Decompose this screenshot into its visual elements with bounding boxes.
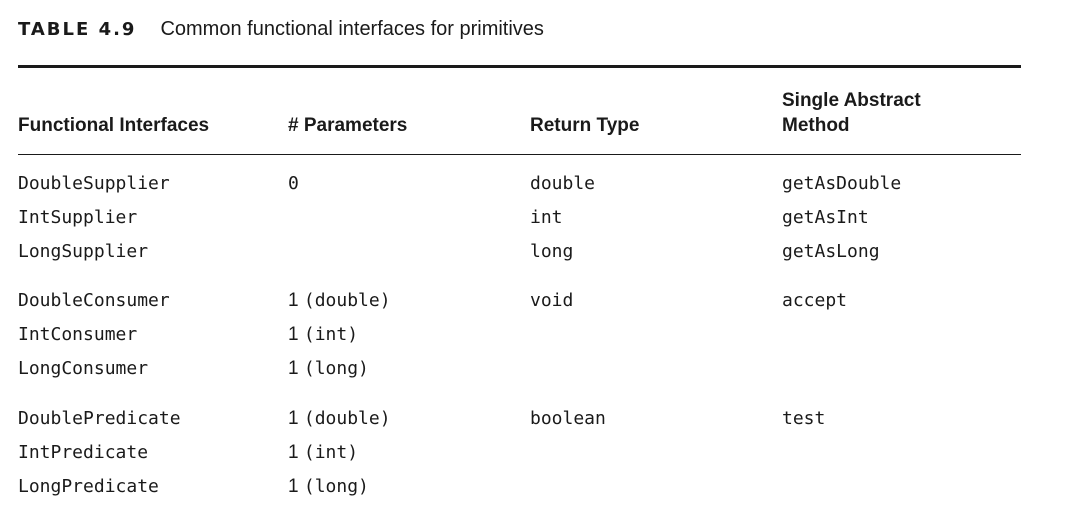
table-cell-interface: DoublePredicate [18,408,181,429]
param-type: (int) [303,442,359,463]
table-cell-method: getAsInt [782,207,869,228]
table-cell-method: getAsDouble [782,173,902,194]
table-cell-parameters: 1 (int) [288,318,358,352]
param-type: (long) [303,358,369,379]
param-type: (double) [303,408,391,429]
table-cell-return-type: boolean [530,408,606,429]
table-cell-parameters: 1 (long) [288,470,369,504]
table-cell-parameters: 0 [288,173,299,194]
param-count: 1 [288,290,299,311]
table-cell-interface: DoubleSupplier [18,173,170,194]
table-cell-parameters: 1 (int) [288,436,358,470]
param-count: 1 [288,442,299,463]
header-single-abstract: Single Abstract [782,90,921,111]
param-count: 1 [288,324,299,345]
table-cell-parameters: 1 (long) [288,352,369,386]
param-type: (int) [303,324,359,345]
table-cell-interface: IntConsumer [18,324,138,345]
table-cell-return-type: int [530,207,563,228]
param-type: (long) [303,476,369,497]
table-cell-parameters: 1 (double) [288,284,391,318]
table-cell-interface: IntPredicate [18,442,149,463]
header-parameters: # Parameters [288,115,408,136]
table-cell-interface: LongConsumer [18,358,149,379]
header-functional-interfaces: Functional Interfaces [18,115,210,136]
header-return-type: Return Type [530,115,640,136]
table-cell-method: accept [782,290,848,311]
header-rule [18,154,1021,155]
param-type: (double) [303,290,391,311]
table-cell-return-type: double [530,173,596,194]
table-cell-interface: IntSupplier [18,207,138,228]
table-cell-interface: LongPredicate [18,476,159,497]
table-caption: TABLE 4.9 Common functional interfaces fo… [18,16,544,43]
table-cell-interface: DoubleConsumer [18,290,170,311]
table-cell-return-type: void [530,290,574,311]
table-title: Common functional interfaces for primiti… [160,18,544,40]
table-label: TABLE 4.9 [18,19,137,40]
param-count: 1 [288,358,299,379]
table-cell-parameters: 1 (double) [288,402,391,436]
table-cell-method: test [782,408,826,429]
table-cell-method: getAsLong [782,241,880,262]
table-cell-interface: LongSupplier [18,241,149,262]
top-rule [18,65,1021,68]
param-count: 1 [288,408,299,429]
table-cell-return-type: long [530,241,574,262]
param-count: 1 [288,476,299,497]
header-method: Method [782,115,850,136]
